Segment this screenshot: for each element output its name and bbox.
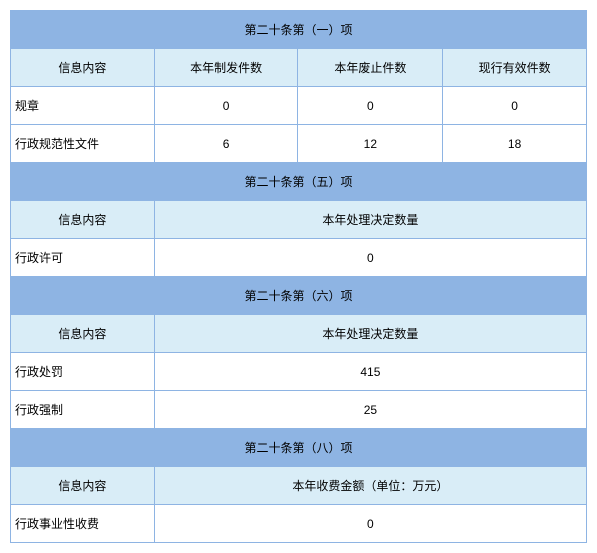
row-label: 行政许可: [11, 239, 155, 277]
row-label: 行政事业性收费: [11, 505, 155, 543]
cell-value: 0: [443, 87, 587, 125]
cell-value: 0: [154, 239, 586, 277]
header-info-content: 信息内容: [11, 467, 155, 505]
row-label: 行政规范性文件: [11, 125, 155, 163]
section-4-column-headers: 信息内容 本年收费金额（单位：万元）: [11, 467, 587, 505]
cell-value: 6: [154, 125, 298, 163]
header-abolished-count: 本年废止件数: [298, 49, 443, 87]
table-row: 行政强制 25: [11, 391, 587, 429]
table-row: 规章 0 0 0: [11, 87, 587, 125]
section-4-title-row: 第二十条第（八）项: [11, 429, 587, 467]
header-effective-count: 现行有效件数: [443, 49, 587, 87]
header-info-content: 信息内容: [11, 49, 155, 87]
cell-value: 0: [154, 505, 586, 543]
cell-value: 18: [443, 125, 587, 163]
section-3-title: 第二十条第（六）项: [11, 277, 587, 315]
header-fee-amount: 本年收费金额（单位：万元）: [154, 467, 586, 505]
header-decision-count: 本年处理决定数量: [154, 315, 586, 353]
header-info-content: 信息内容: [11, 315, 155, 353]
cell-value: 25: [154, 391, 586, 429]
cell-value: 12: [298, 125, 443, 163]
cell-value: 0: [154, 87, 298, 125]
section-2-title-row: 第二十条第（五）项: [11, 163, 587, 201]
table-row: 行政规范性文件 6 12 18: [11, 125, 587, 163]
section-2-column-headers: 信息内容 本年处理决定数量: [11, 201, 587, 239]
header-info-content: 信息内容: [11, 201, 155, 239]
table-row: 行政处罚 415: [11, 353, 587, 391]
table-row: 行政许可 0: [11, 239, 587, 277]
section-1-column-headers: 信息内容 本年制发件数 本年废止件数 现行有效件数: [11, 49, 587, 87]
section-4-title: 第二十条第（八）项: [11, 429, 587, 467]
header-issued-count: 本年制发件数: [154, 49, 298, 87]
section-3-column-headers: 信息内容 本年处理决定数量: [11, 315, 587, 353]
header-decision-count: 本年处理决定数量: [154, 201, 586, 239]
section-2-title: 第二十条第（五）项: [11, 163, 587, 201]
row-label: 行政强制: [11, 391, 155, 429]
info-disclosure-table: 第二十条第（一）项 信息内容 本年制发件数 本年废止件数 现行有效件数 规章 0…: [10, 10, 587, 543]
cell-value: 0: [298, 87, 443, 125]
section-3-title-row: 第二十条第（六）项: [11, 277, 587, 315]
cell-value: 415: [154, 353, 586, 391]
row-label: 行政处罚: [11, 353, 155, 391]
table-row: 行政事业性收费 0: [11, 505, 587, 543]
row-label: 规章: [11, 87, 155, 125]
section-1-title: 第二十条第（一）项: [11, 11, 587, 49]
section-1-title-row: 第二十条第（一）项: [11, 11, 587, 49]
